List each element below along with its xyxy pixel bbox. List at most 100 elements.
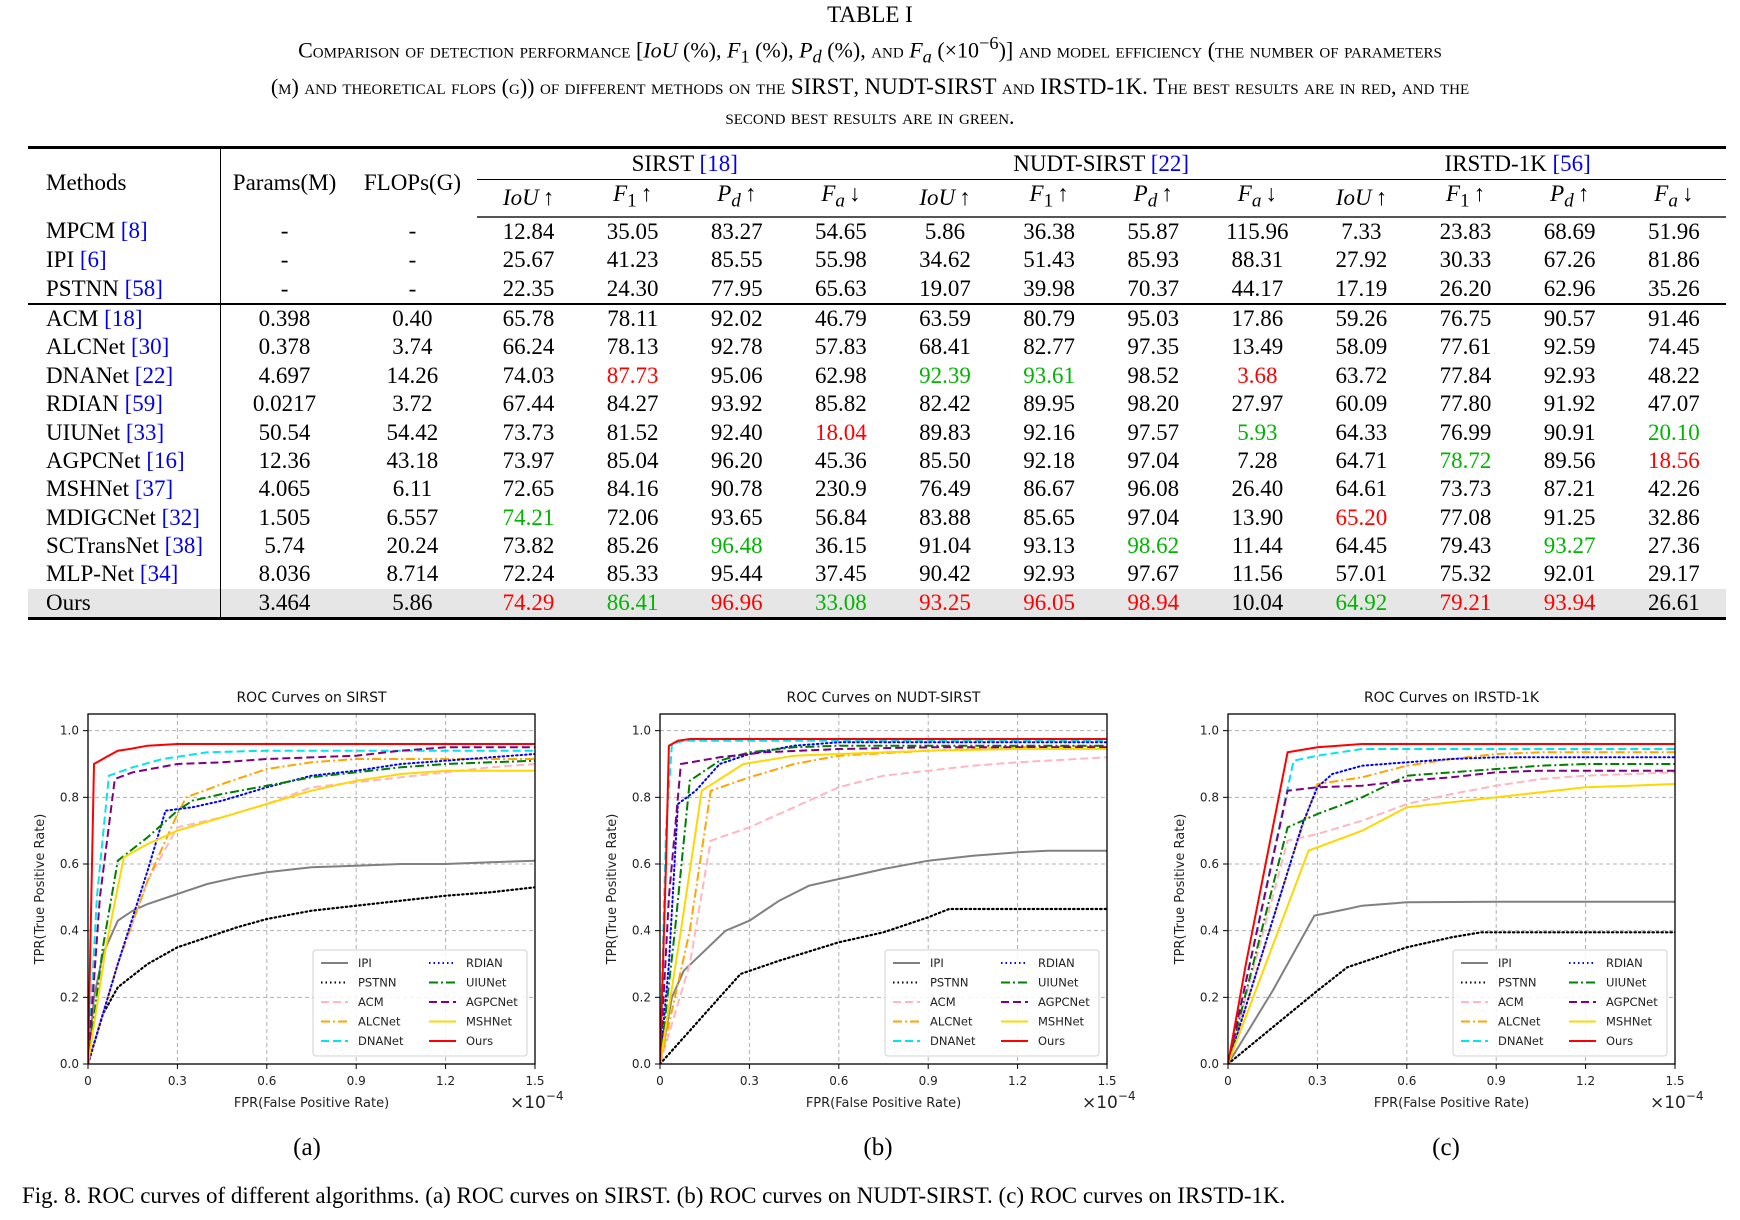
metric-value-cell: 98.94 — [1101, 588, 1206, 619]
metric-header: IoU ↑ — [892, 179, 998, 218]
chart-legend: IPI PSTNN ACM ALCNet DNANet RDIAN UIUNet AGPCNe… — [884, 949, 1100, 1057]
params-cell: 8.036 — [258, 561, 311, 587]
y-tick-label: 0.4 — [60, 924, 79, 938]
flops-cell: 3.72 — [392, 391, 433, 417]
metric-value-cell: 47.07 — [1647, 391, 1700, 417]
citation-link[interactable]: [58] — [124, 275, 163, 301]
multiplier-exponent: −4 — [1686, 1089, 1704, 1103]
y-tick-label: 0.8 — [632, 790, 651, 804]
y-tick-label: 0.2 — [632, 990, 651, 1004]
metric-value-cell: 73.73 — [1439, 476, 1492, 502]
caption-text: (m) and theoretical flops (g)) of differ… — [270, 73, 791, 99]
metric-value-cell: 73.82 — [502, 533, 555, 559]
x-tick-label: 1.2 — [1576, 1074, 1595, 1088]
citation-link[interactable]: [33] — [125, 419, 165, 445]
metric-value-cell: 48.22 — [1647, 362, 1700, 388]
citation-link[interactable]: [18] — [104, 305, 143, 331]
citation-link[interactable]: [59] — [124, 391, 163, 417]
metric-subscript: 1 — [1460, 190, 1470, 212]
caption-f1: F — [726, 37, 741, 63]
metric-value-cell: 35.05 — [606, 218, 659, 244]
metric-value-cell: 89.95 — [1023, 391, 1075, 417]
metric-subscript: a — [1668, 190, 1678, 212]
plot-frame — [87, 713, 536, 1065]
metric-subscript: a — [835, 190, 845, 212]
metric-symbol: P — [717, 181, 732, 206]
metric-value-cell: 74.45 — [1647, 334, 1700, 360]
arrow-down-icon: ↓ — [848, 181, 861, 206]
method-name: MDIGCNet — [46, 504, 156, 530]
series-line-pstnn — [660, 907, 1107, 1064]
table-row: MDIGCNet [32] 1.505 6.557 74.21 72.06 93.65 56… — [28, 503, 1726, 532]
citation-link[interactable]: [38] — [164, 533, 203, 559]
metric-value-cell: 11.44 — [1231, 533, 1283, 559]
citation-link[interactable]: [37] — [134, 476, 174, 502]
citation-link[interactable]: [34] — [139, 561, 179, 587]
metric-value-cell: 82.42 — [919, 391, 971, 417]
plot-frame — [1227, 713, 1676, 1065]
citation-link[interactable]: [32] — [161, 504, 200, 530]
metric-value-cell: 45.36 — [815, 447, 867, 473]
metric-value-cell: 95.44 — [710, 561, 763, 587]
arrow-up-icon: ↑ — [1161, 181, 1173, 206]
metric-value-cell: 18.56 — [1647, 447, 1700, 473]
y-tick-label: 0.6 — [632, 857, 651, 871]
flops-cell: 20.24 — [386, 533, 439, 559]
series-line-pstnn — [1228, 931, 1675, 1064]
caption-dataset: NUDT-SIRST — [864, 73, 997, 99]
arrow-down-icon: ↓ — [1265, 181, 1277, 206]
method-cell: MSHNet [37] — [28, 475, 221, 504]
header-dataset-irstd-1k: IRSTD-1K [56] — [1309, 147, 1726, 180]
metric-value-cell: 73.97 — [502, 447, 555, 473]
caption-fa: F — [909, 37, 923, 63]
metric-value-cell: 92.93 — [1543, 362, 1596, 388]
metric-value-cell: 97.57 — [1127, 419, 1180, 445]
caption-text: . — [1142, 73, 1154, 99]
metric-value-cell: 89.56 — [1543, 447, 1596, 473]
metric-value-cell: 65.63 — [815, 275, 867, 301]
citation-link[interactable]: [6] — [79, 247, 107, 273]
dataset-ref[interactable]: [56] — [1552, 151, 1591, 176]
metric-value-cell: 68.41 — [919, 334, 971, 360]
params-cell: 0.0217 — [252, 391, 317, 417]
citation-link[interactable]: [8] — [120, 218, 148, 244]
dataset-ref[interactable]: [18] — [699, 151, 738, 176]
metric-header: F1 ↑ — [1413, 179, 1518, 218]
y-tick-label: 0.0 — [60, 1057, 79, 1071]
flops-cell: 3.74 — [392, 334, 433, 360]
params-cell: - — [280, 247, 289, 273]
metric-value-cell: 63.59 — [892, 302, 998, 334]
method-cell: PSTNN [58] — [28, 274, 221, 304]
x-tick-label: 1.2 — [1008, 1074, 1027, 1088]
metric-value-cell: 36.15 — [815, 533, 867, 559]
metric-value-cell: 95.06 — [710, 362, 763, 388]
arrow-up-icon: ↑ — [640, 181, 653, 206]
flops-cell: 6.557 — [386, 504, 439, 530]
metric-value-cell: 78.11 — [580, 302, 685, 334]
metric-value-cell: 230.9 — [815, 476, 867, 502]
params-cell: - — [280, 275, 289, 301]
y-axis-label: TPR(True Positive Rate) — [605, 814, 620, 966]
series-line-uiunet — [1228, 763, 1675, 1064]
series-line-agpcnet — [660, 746, 1107, 1064]
citation-link[interactable]: [16] — [146, 447, 185, 473]
legend-box — [312, 949, 528, 1057]
series-line-mshnet — [1228, 783, 1675, 1064]
metric-value-cell: 96.05 — [997, 588, 1102, 619]
flops-cell: 43.18 — [386, 447, 439, 473]
metric-value-cell: 33.08 — [788, 588, 893, 619]
metric-value-cell: 75.32 — [1439, 561, 1492, 587]
metric-value-cell: 44.17 — [1231, 275, 1284, 301]
citation-link[interactable]: [30] — [130, 334, 170, 360]
legend-label: MSHNet — [466, 1015, 513, 1029]
metric-value-cell: 77.80 — [1439, 391, 1492, 417]
metric-symbol: F — [1237, 181, 1252, 206]
y-tick-label: 1.0 — [60, 724, 79, 738]
caption-text: (%), — [677, 37, 727, 63]
caption-f1-sub: 1 — [740, 46, 750, 67]
x-tick-label: 0.3 — [740, 1074, 759, 1088]
metric-value-cell: 76.75 — [1413, 302, 1518, 334]
dataset-ref[interactable]: [22] — [1150, 151, 1190, 176]
metric-symbol: P — [1133, 181, 1148, 206]
citation-link[interactable]: [22] — [134, 362, 174, 388]
